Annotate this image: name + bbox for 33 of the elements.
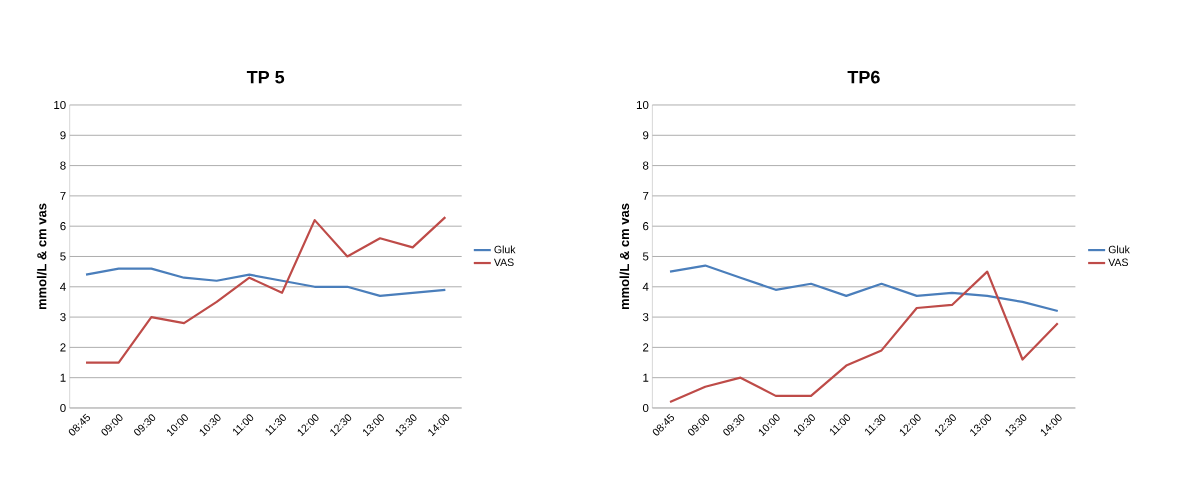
y-tick-label: 7 xyxy=(60,191,66,200)
y-tick-label: 9 xyxy=(643,131,649,140)
legend-label: VAS xyxy=(1108,258,1128,267)
line-series xyxy=(84,216,447,364)
y-tick-label: 4 xyxy=(642,282,649,291)
y-tick-label: 3 xyxy=(642,313,649,322)
y-tick-label: 10 xyxy=(54,100,66,110)
legend-label: Gluk xyxy=(1108,245,1130,254)
y-tick-label: 6 xyxy=(643,222,649,231)
y-tick-label: 2 xyxy=(60,343,66,352)
y-tick-label: 4 xyxy=(60,282,66,291)
y-tick-label: 9 xyxy=(60,131,66,140)
y-tick-label: 0 xyxy=(642,403,649,413)
y-tick-label: 8 xyxy=(642,161,649,170)
y-tick-label: 5 xyxy=(60,252,66,261)
y-tick-label: 1 xyxy=(643,373,649,382)
chart-title: TP6 xyxy=(847,70,880,84)
y-axis-title: mmol/L & cm vas xyxy=(36,203,47,310)
y-tick-label: 1 xyxy=(60,373,66,382)
line-series xyxy=(668,270,1059,404)
y-tick-label: 7 xyxy=(643,191,649,200)
y-tick-label: 10 xyxy=(636,100,649,110)
y-tick-label: 5 xyxy=(642,252,649,261)
y-tick-label: 2 xyxy=(643,343,649,352)
y-tick-label: 0 xyxy=(60,403,66,413)
chart-title: TP 5 xyxy=(246,70,285,84)
y-axis-title: mmol/L & cm vas xyxy=(619,203,630,310)
y-tick-label: 3 xyxy=(60,313,66,322)
line-series xyxy=(668,264,1059,313)
legend-label: VAS xyxy=(493,258,514,267)
y-tick-label: 6 xyxy=(60,222,66,231)
y-tick-label: 8 xyxy=(60,161,66,170)
legend-label: Gluk xyxy=(494,245,516,254)
